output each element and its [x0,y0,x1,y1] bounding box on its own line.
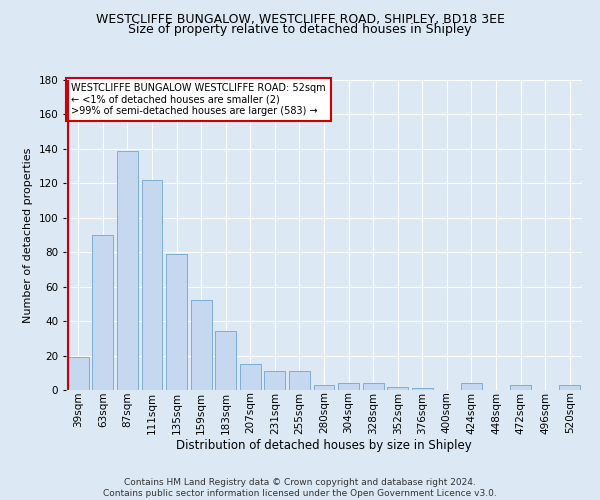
Text: Contains HM Land Registry data © Crown copyright and database right 2024.
Contai: Contains HM Land Registry data © Crown c… [103,478,497,498]
Bar [265,371,286,390]
Bar [412,388,433,390]
Bar [191,300,212,390]
Bar [510,385,531,390]
Bar [92,235,113,390]
Bar [289,371,310,390]
Bar [461,383,482,390]
Y-axis label: Number of detached properties: Number of detached properties [23,148,33,322]
Bar [117,150,138,390]
Bar [387,386,408,390]
Bar [559,385,580,390]
Bar [68,358,89,390]
X-axis label: Distribution of detached houses by size in Shipley: Distribution of detached houses by size … [176,439,472,452]
Bar [314,385,334,390]
Text: Size of property relative to detached houses in Shipley: Size of property relative to detached ho… [128,22,472,36]
Bar [166,254,187,390]
Bar [362,383,383,390]
Text: WESTCLIFFE BUNGALOW WESTCLIFFE ROAD: 52sqm
← <1% of detached houses are smaller : WESTCLIFFE BUNGALOW WESTCLIFFE ROAD: 52s… [71,83,326,116]
Bar [338,383,359,390]
Bar [142,180,163,390]
Text: WESTCLIFFE BUNGALOW, WESTCLIFFE ROAD, SHIPLEY, BD18 3EE: WESTCLIFFE BUNGALOW, WESTCLIFFE ROAD, SH… [95,12,505,26]
Bar [215,332,236,390]
Bar [240,364,261,390]
